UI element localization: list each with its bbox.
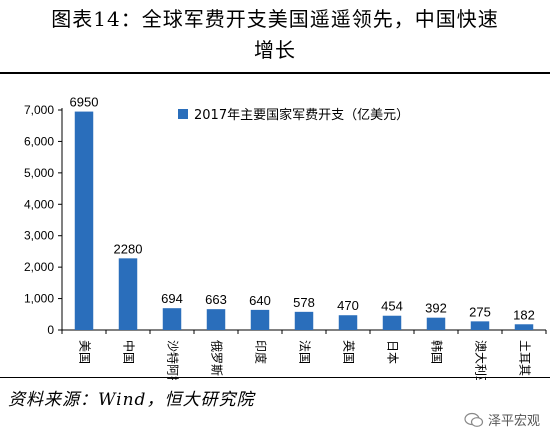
- y-tick-label: 5,000: [24, 166, 54, 180]
- bar: [294, 311, 314, 330]
- figure-title: 图表14：全球军费开支美国遥遥领先，中国快速 增长: [0, 4, 550, 66]
- y-tick-label: 1,000: [24, 292, 54, 306]
- source-divider: [0, 377, 550, 378]
- data-label: 663: [205, 292, 227, 307]
- bar: [514, 324, 534, 330]
- x-tick-label: 韩国: [430, 340, 445, 364]
- title-divider: [0, 72, 550, 74]
- figure-title-line-2: 增长: [254, 38, 296, 62]
- data-label: 454: [381, 299, 403, 314]
- x-tick-label: 印度: [254, 340, 269, 364]
- y-tick-label: 0: [47, 323, 54, 337]
- bar: [206, 309, 226, 330]
- bar: [74, 111, 94, 330]
- data-label: 470: [337, 298, 359, 313]
- bar: [470, 321, 490, 330]
- chart-legend: 2017年主要国家军费开支（亿美元）: [178, 107, 409, 123]
- bar: [338, 315, 358, 330]
- bar: [118, 258, 138, 330]
- x-tick-label: 中国: [122, 340, 137, 364]
- chart-labels: 6950 美国 2280 中国 694 沙特阿拉伯 663 俄罗斯 640 印度 578 法国 470 英…: [70, 95, 535, 380]
- data-label: 578: [293, 295, 315, 310]
- y-tick-label: 2,000: [24, 260, 54, 274]
- x-tick-label: 俄罗斯: [210, 340, 224, 376]
- x-tick-label: 日本: [386, 340, 400, 364]
- watermark: 泽平宏观: [464, 410, 540, 429]
- watermark-text: 泽平宏观: [487, 414, 540, 429]
- data-label: 182: [513, 307, 535, 322]
- chart-axes: 0 1,000 2,000 3,000 4,000 5,000 6,000 7,000: [24, 103, 547, 337]
- figure-title-line-1: 图表14：全球军费开支美国遥遥领先，中国快速: [51, 7, 499, 31]
- wechat-icon: [464, 412, 484, 427]
- data-label: 275: [469, 304, 491, 319]
- x-tick-label: 美国: [78, 340, 92, 364]
- y-tick-label: 3,000: [24, 229, 54, 243]
- legend-swatch: [178, 109, 188, 119]
- x-tick-label: 土耳其: [518, 340, 532, 376]
- y-tick-label: 7,000: [24, 103, 54, 117]
- bar: [250, 309, 270, 330]
- x-tick-label: 澳大利亚: [474, 340, 488, 380]
- x-tick-label: 英国: [342, 340, 356, 364]
- data-label: 392: [425, 301, 447, 316]
- bar-chart: 0 1,000 2,000 3,000 4,000 5,000 6,000 7,000 695…: [24, 95, 547, 380]
- data-label: 6950: [70, 95, 99, 110]
- y-tick-label: 6,000: [24, 134, 54, 148]
- y-tick-label: 4,000: [24, 197, 54, 211]
- bar: [162, 308, 182, 330]
- source-note: 资料来源：Wind，恒大研究院: [8, 390, 255, 410]
- data-label: 640: [249, 293, 271, 308]
- bar: [382, 315, 402, 330]
- legend-label: 2017年主要国家军费开支（亿美元）: [194, 107, 409, 123]
- data-label: 2280: [114, 241, 143, 256]
- x-tick-label: 沙特阿拉伯: [166, 340, 181, 380]
- data-label: 694: [161, 291, 183, 306]
- bar: [426, 317, 446, 330]
- x-tick-label: 法国: [298, 340, 312, 364]
- chart-bars: [74, 111, 534, 330]
